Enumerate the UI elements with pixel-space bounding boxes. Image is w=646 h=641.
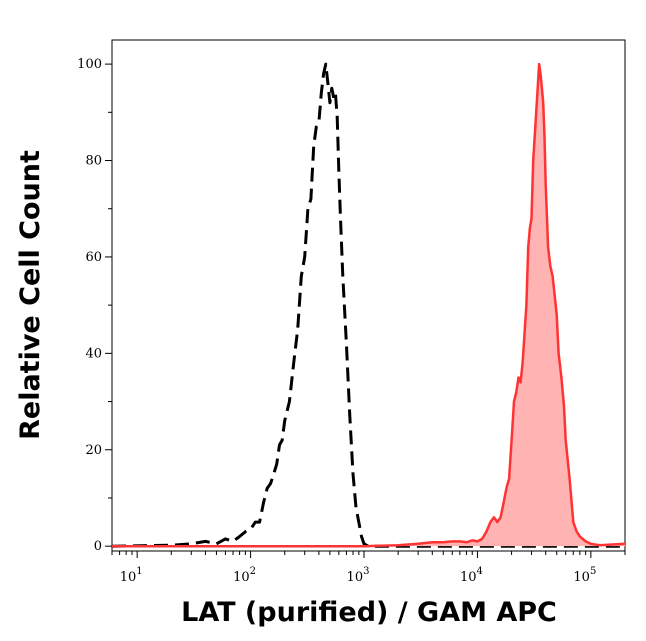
- x-tick-base: 10: [233, 570, 250, 585]
- x-tick-exponent: 5: [590, 566, 596, 577]
- series-1-line: [112, 62, 626, 548]
- x-axis-title: LAT (purified) / GAM APC: [181, 597, 557, 628]
- y-axis-title: Relative Cell Count: [15, 150, 46, 440]
- x-tick-base: 10: [460, 570, 477, 585]
- series-1-area: [112, 64, 625, 547]
- series-0-line: [111, 62, 625, 548]
- y-tick-label: 100: [77, 57, 102, 72]
- x-tick-label: 101: [120, 566, 143, 585]
- x-tick-label: 105: [573, 566, 596, 585]
- y-tick-label: 80: [85, 154, 102, 169]
- x-tick-base: 10: [120, 570, 137, 585]
- x-tick-label: 103: [347, 566, 370, 585]
- x-tick-base: 10: [573, 570, 590, 585]
- x-tick-exponent: 1: [136, 566, 142, 577]
- x-tick-label: 102: [233, 566, 256, 585]
- y-tick-label: 40: [85, 346, 102, 361]
- y-axis: 0 20 40 60 80 100: [77, 57, 112, 554]
- x-tick-exponent: 4: [477, 566, 483, 577]
- x-tick-base: 10: [347, 570, 364, 585]
- plot-frame: [111, 39, 626, 552]
- x-tick-exponent: 3: [363, 566, 369, 577]
- y-tick-label: 0: [94, 539, 102, 554]
- y-tick-label: 20: [85, 443, 102, 458]
- y-tick-label: 60: [85, 250, 102, 265]
- series-layer: [111, 62, 626, 548]
- x-tick-exponent: 2: [250, 566, 256, 577]
- x-axis: 101 102 103 104 105: [111, 551, 626, 585]
- x-tick-label: 104: [460, 566, 483, 585]
